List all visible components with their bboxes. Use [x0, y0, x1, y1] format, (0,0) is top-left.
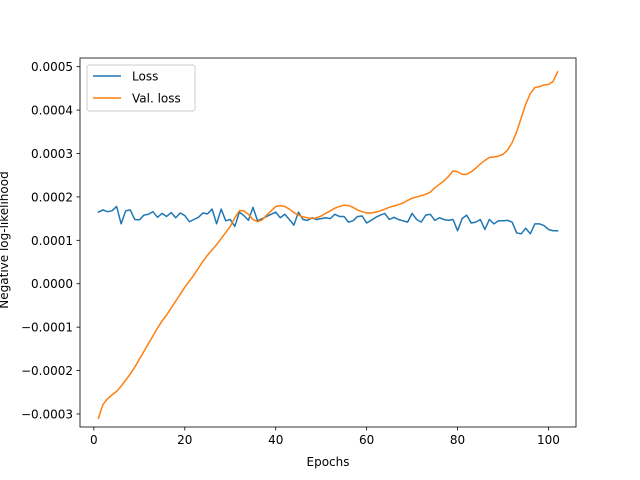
- y-tick-label: 0.0002: [31, 190, 73, 204]
- legend: Loss Val. loss: [86, 64, 196, 112]
- y-tick-label: −0.0003: [21, 407, 73, 421]
- y-tick-label: 0.0003: [31, 147, 73, 161]
- legend-label-1: Loss: [132, 70, 158, 84]
- x-tick-label: 100: [537, 433, 560, 447]
- y-tick-label: −0.0001: [21, 321, 73, 335]
- x-tick-label: 20: [177, 433, 192, 447]
- x-tick-label: 40: [268, 433, 283, 447]
- axes: 0 20 40 60 80 100 −0.0003 −0.0002 −0.0001 0.0000 0…: [21, 57, 577, 447]
- x-axis-label: Epochs: [307, 455, 350, 469]
- series-line-2: [97, 70, 559, 420]
- y-tick-label: 0.0005: [31, 60, 73, 74]
- x-tick-label: 60: [359, 433, 374, 447]
- y-axis-label: Negative log-likelihood: [0, 171, 11, 308]
- plot-area: [97, 70, 559, 420]
- x-tick-label: 0: [90, 433, 98, 447]
- legend-label-2: Val. loss: [132, 92, 181, 106]
- x-tick-label: 80: [450, 433, 465, 447]
- series-line-1: [97, 205, 559, 235]
- axes-frame: [79, 57, 577, 428]
- y-tick-label: −0.0002: [21, 364, 73, 378]
- y-tick-label: 0.0000: [31, 277, 73, 291]
- y-tick-label: 0.0001: [31, 234, 73, 248]
- y-tick-label: 0.0004: [31, 104, 73, 118]
